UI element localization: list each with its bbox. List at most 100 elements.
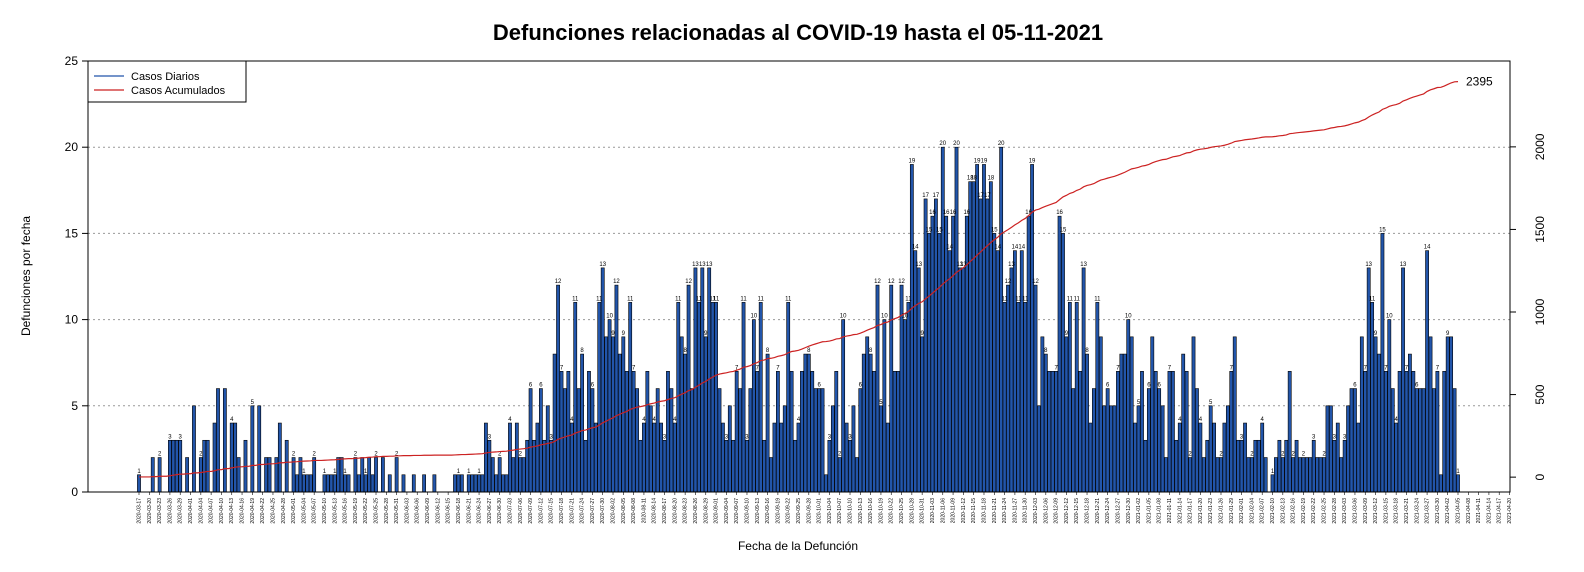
bar xyxy=(1232,336,1237,493)
bar-value-label: 2 xyxy=(1250,452,1254,458)
bar xyxy=(477,474,481,493)
bar xyxy=(604,336,609,493)
bar xyxy=(1243,422,1247,493)
bar-value-label: 6 xyxy=(1415,383,1419,389)
bar xyxy=(916,267,921,493)
legend-label-cumulative: Casos Acumulados xyxy=(131,85,226,97)
bar-value-label: 12 xyxy=(888,279,895,285)
x-tick-label: 2021-04-05 xyxy=(1456,498,1462,524)
x-tick-label: 2020-03-29 xyxy=(178,498,184,524)
x-tick-label: 2020-05-10 xyxy=(322,498,328,524)
bar-value-label: 4 xyxy=(1261,417,1265,423)
bar xyxy=(1428,336,1433,493)
bar-value-label: 2 xyxy=(498,452,502,458)
bar xyxy=(511,457,516,493)
x-tick-label: 2020-12-03 xyxy=(1033,498,1039,524)
bar xyxy=(930,215,935,493)
bar xyxy=(1153,371,1158,493)
bar xyxy=(1308,457,1313,493)
bar-value-label: 5 xyxy=(1209,400,1213,406)
x-tick-label: 2020-03-26 xyxy=(167,498,173,524)
bar-value-label: 3 xyxy=(168,434,172,440)
bar xyxy=(755,371,760,493)
x-tick-label: 2020-07-09 xyxy=(528,498,534,524)
bar xyxy=(748,388,753,493)
bar-value-label: 2 xyxy=(1291,452,1295,458)
bar-value-label: 1 xyxy=(1271,469,1275,475)
bar-value-label: 6 xyxy=(1106,383,1110,389)
x-tick-label: 2020-09-19 xyxy=(775,498,781,524)
x-tick-label: 2020-12-18 xyxy=(1085,498,1091,524)
bar xyxy=(940,146,945,493)
bar xyxy=(875,284,880,493)
bar xyxy=(1315,457,1320,493)
bar-value-label: 12 xyxy=(613,279,620,285)
bar-value-label: 11 xyxy=(1067,296,1074,302)
bar-value-label: 1 xyxy=(457,469,461,475)
cumulative-final-label: 2395 xyxy=(1466,75,1493,89)
bar-value-label: 17 xyxy=(922,193,929,199)
bar-value-label: 10 xyxy=(902,314,909,320)
bar xyxy=(518,457,523,493)
x-tick-label: 2020-04-19 xyxy=(250,498,256,524)
bar xyxy=(968,181,973,493)
bar-value-label: 4 xyxy=(230,417,234,423)
bar xyxy=(1432,388,1436,493)
bar xyxy=(1088,422,1093,493)
bar xyxy=(885,422,890,493)
bar xyxy=(1164,457,1168,493)
bar xyxy=(782,405,787,493)
x-tick-label: 2020-12-30 xyxy=(1126,498,1132,524)
bar xyxy=(322,474,327,493)
bar xyxy=(1133,422,1138,493)
bar-value-label: 11 xyxy=(596,296,603,302)
bar xyxy=(508,422,512,493)
bar-value-label: 11 xyxy=(572,296,579,302)
bar xyxy=(1143,439,1148,493)
bar xyxy=(150,457,155,493)
x-tick-label: 2021-04-02 xyxy=(1445,498,1451,524)
bar-value-label: 15 xyxy=(991,227,998,233)
x-tick-label: 2021-02-28 xyxy=(1332,498,1338,524)
bar-value-label: 4 xyxy=(673,417,677,423)
bar-value-label: 6 xyxy=(591,383,595,389)
bar xyxy=(1040,336,1045,493)
bar-value-label: 13 xyxy=(960,262,967,268)
bar xyxy=(896,371,900,493)
bar-value-label: 12 xyxy=(685,279,692,285)
x-tick-label: 2021-04-14 xyxy=(1486,498,1492,524)
bar xyxy=(1445,336,1450,493)
bar xyxy=(277,422,282,493)
bar xyxy=(1449,336,1454,493)
bar xyxy=(978,198,983,493)
bar xyxy=(1167,371,1172,493)
bar xyxy=(1160,405,1165,493)
bar xyxy=(504,474,509,493)
x-tick-label: 2020-10-07 xyxy=(837,498,843,524)
bar-value-label: 7 xyxy=(632,365,636,371)
bar-value-label: 1 xyxy=(1456,469,1460,475)
bar xyxy=(947,250,952,493)
x-tick-label: 2020-09-07 xyxy=(734,498,740,524)
bar xyxy=(494,474,499,493)
bar xyxy=(1253,439,1258,493)
bar xyxy=(769,457,773,493)
bar-value-label: 3 xyxy=(488,434,492,440)
x-tick-label: 2020-07-03 xyxy=(507,498,513,524)
bar xyxy=(686,284,691,493)
bar xyxy=(411,474,416,493)
x-tick-label: 2020-07-21 xyxy=(569,498,575,524)
bar-value-label: 11 xyxy=(1022,296,1029,302)
bar-value-label: 4 xyxy=(642,417,646,423)
bar-value-label: 2 xyxy=(1302,452,1306,458)
bar xyxy=(1225,405,1230,493)
y-tick-label: 10 xyxy=(65,313,79,327)
bar xyxy=(490,457,495,493)
bar xyxy=(1349,388,1354,493)
bar xyxy=(824,474,828,493)
bar-value-label: 13 xyxy=(1008,262,1015,268)
bar xyxy=(1435,371,1440,493)
bar xyxy=(927,233,931,493)
bar xyxy=(758,302,763,493)
